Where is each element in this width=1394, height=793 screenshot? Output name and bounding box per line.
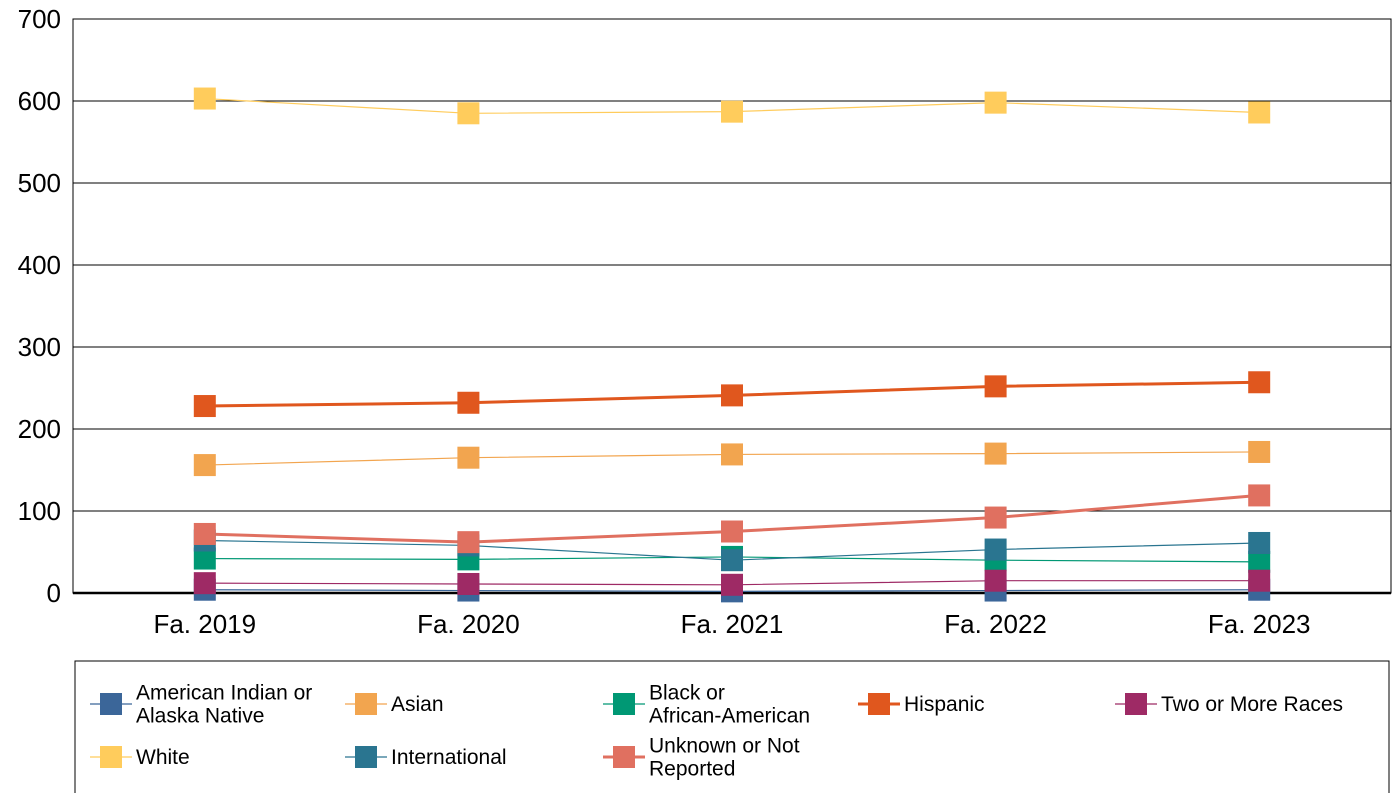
point-hispanic-fa-2020: [457, 391, 480, 414]
point-two-or-more-races-fa-2019: [193, 572, 216, 595]
legend-label-white: White: [136, 746, 190, 769]
point-hispanic-fa-2021: [721, 384, 743, 407]
y-tick-label-300: 300: [18, 332, 61, 362]
legend-label-two-or-more-races: Two or More Races: [1161, 693, 1343, 716]
y-tick-label-100: 100: [18, 496, 61, 526]
legend-swatch-american-indian-or-alaska-native: [100, 693, 122, 715]
point-hispanic-fa-2023: [1248, 371, 1271, 394]
point-hispanic-fa-2022: [984, 375, 1007, 398]
x-tick-label-fa-2021: Fa. 2021: [681, 609, 784, 639]
point-unknown-or-not-reported-fa-2019: [193, 522, 216, 545]
legend-label-unknown-or-not-reported: Unknown or Not Reported: [649, 735, 800, 781]
point-two-or-more-races-fa-2022: [984, 569, 1007, 592]
point-white-fa-2021: [721, 100, 743, 123]
point-asian-fa-2019: [193, 454, 216, 477]
x-tick-label-fa-2023: Fa. 2023: [1208, 609, 1311, 639]
point-black-or-african-american-fa-2023: [1248, 550, 1271, 573]
y-tick-label-400: 400: [18, 250, 61, 280]
point-international-fa-2021: [721, 549, 743, 572]
point-asian-fa-2020: [457, 446, 480, 469]
legend-swatch-white: [100, 746, 122, 768]
point-unknown-or-not-reported-fa-2022: [984, 506, 1007, 529]
point-two-or-more-races-fa-2020: [457, 572, 480, 595]
point-international-fa-2022: [984, 538, 1007, 561]
legend-frame: [74, 660, 1390, 793]
legend-swatch-unknown-or-not-reported: [613, 746, 635, 768]
legend: American Indian or Alaska Native Asian Blac…: [74, 660, 1390, 793]
point-hispanic-fa-2019: [193, 395, 216, 418]
point-asian-fa-2023: [1248, 440, 1271, 463]
x-tick-label-fa-2020: Fa. 2020: [417, 609, 520, 639]
point-white-fa-2019: [193, 87, 216, 110]
series-lines: [204, 97, 1260, 592]
y-tick-label-600: 600: [18, 86, 61, 116]
point-asian-fa-2022: [984, 442, 1007, 465]
point-two-or-more-races-fa-2021: [721, 573, 743, 596]
series-markers: [193, 87, 1271, 603]
legend-label-asian: Asian: [391, 693, 444, 716]
point-asian-fa-2021: [721, 443, 743, 466]
point-unknown-or-not-reported-fa-2020: [457, 531, 480, 554]
legend-label-black-or-african-american: Black or African-American: [649, 682, 810, 728]
point-white-fa-2022: [984, 91, 1007, 114]
legend-swatch-hispanic: [868, 693, 890, 715]
x-tick-label-fa-2022: Fa. 2022: [944, 609, 1047, 639]
y-tick-label-200: 200: [18, 414, 61, 444]
legend-swatch-asian: [355, 693, 377, 715]
point-unknown-or-not-reported-fa-2023: [1248, 484, 1271, 507]
x-axis-tick-labels: Fa. 2019 Fa. 2020 Fa. 2021 Fa. 2022 Fa. 2023: [153, 609, 1310, 639]
legend-label-international: International: [391, 746, 507, 769]
legend-label-american-indian-or-alaska-native: American Indian or Alaska Native: [136, 682, 312, 728]
point-two-or-more-races-fa-2023: [1248, 569, 1271, 592]
legend-swatch-two-or-more-races: [1125, 693, 1147, 715]
legend-label-hispanic: Hispanic: [904, 693, 985, 716]
point-international-fa-2023: [1248, 531, 1271, 554]
legend-swatch-black-or-african-american: [613, 693, 635, 715]
y-tick-label-0: 0: [47, 578, 61, 608]
point-unknown-or-not-reported-fa-2021: [721, 520, 743, 543]
x-tick-label-fa-2019: Fa. 2019: [153, 609, 256, 639]
point-white-fa-2023: [1248, 101, 1271, 124]
y-tick-label-500: 500: [18, 168, 61, 198]
y-tick-label-700: 700: [18, 4, 61, 34]
point-white-fa-2020: [457, 102, 480, 125]
point-black-or-african-american-fa-2019: [193, 547, 216, 570]
legend-swatch-international: [355, 746, 377, 768]
y-axis-tick-labels: 0 100 200 300 400 500 600 700: [18, 4, 61, 608]
